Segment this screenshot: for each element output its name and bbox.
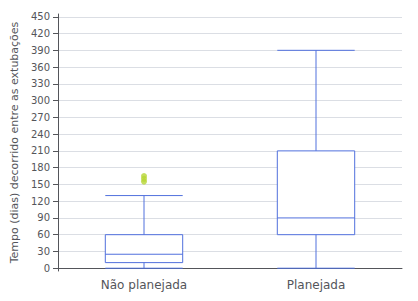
svg-text:240: 240 <box>31 129 50 140</box>
svg-text:360: 360 <box>31 62 50 73</box>
svg-text:390: 390 <box>31 45 50 56</box>
svg-text:0: 0 <box>44 263 50 274</box>
svg-text:450: 450 <box>31 11 50 22</box>
svg-text:150: 150 <box>31 179 50 190</box>
svg-text:Tempo (dias) decorrido entre a: Tempo (dias) decorrido entre as extubaçõ… <box>8 21 21 264</box>
svg-text:180: 180 <box>31 162 50 173</box>
svg-text:Planejada: Planejada <box>287 278 346 292</box>
svg-text:210: 210 <box>31 145 50 156</box>
svg-text:30: 30 <box>37 246 50 257</box>
svg-text:Não planejada: Não planejada <box>101 278 187 292</box>
svg-text:300: 300 <box>31 95 50 106</box>
svg-text:90: 90 <box>37 212 50 223</box>
svg-text:120: 120 <box>31 196 50 207</box>
svg-text:420: 420 <box>31 28 50 39</box>
svg-text:270: 270 <box>31 112 50 123</box>
svg-text:330: 330 <box>31 78 50 89</box>
svg-text:60: 60 <box>37 229 50 240</box>
